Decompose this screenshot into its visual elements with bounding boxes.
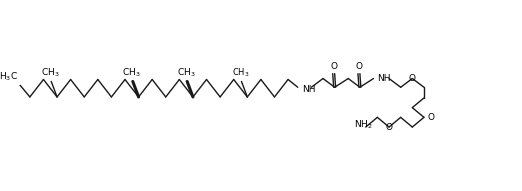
Text: CH$_3$: CH$_3$ [123,66,141,79]
Text: CH$_3$: CH$_3$ [232,66,250,79]
Text: O: O [386,123,393,132]
Text: NH: NH [302,85,315,94]
Text: O: O [428,113,435,122]
Text: NH$_2$: NH$_2$ [354,118,373,131]
Text: CH$_3$: CH$_3$ [41,66,60,79]
Text: O: O [330,62,337,71]
Text: H$_3$C: H$_3$C [0,71,18,83]
Text: O: O [355,62,362,71]
Text: CH$_3$: CH$_3$ [177,66,195,79]
Text: NH: NH [377,74,391,83]
Text: O: O [409,74,416,83]
